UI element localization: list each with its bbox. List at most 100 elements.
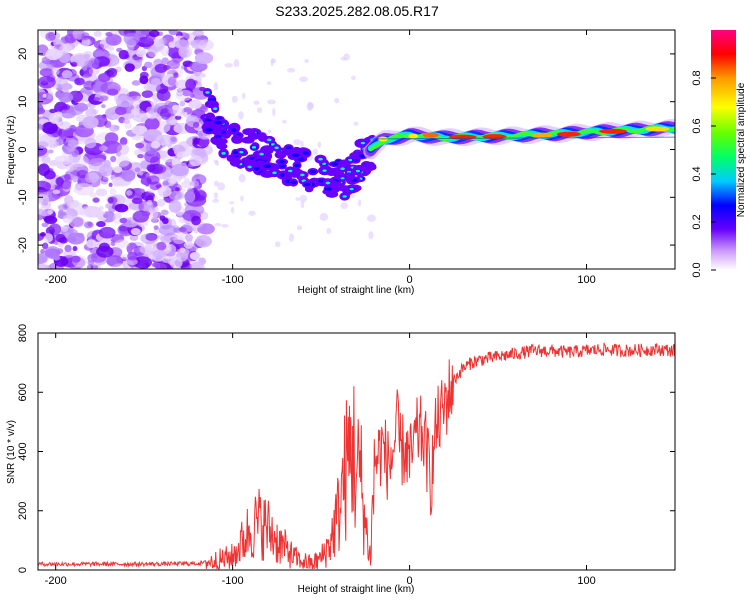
- noise-blob: [191, 61, 203, 72]
- noise-blob: [38, 180, 52, 193]
- noise-blob: [93, 30, 102, 37]
- ridge-band: [368, 125, 675, 152]
- speckle-blob: [289, 233, 295, 242]
- ridge-blob-mid: [330, 162, 339, 166]
- noise-blob: [106, 255, 124, 267]
- noise-blob: [86, 102, 93, 107]
- noise-blob: [98, 242, 110, 252]
- spectrogram-y-tick-label: 10: [17, 96, 29, 108]
- noise-blob: [176, 88, 183, 93]
- noise-blob: [126, 190, 133, 196]
- ridge-blob-outer: [211, 137, 226, 146]
- ridge-blob-core: [360, 141, 366, 145]
- noise-blob: [76, 232, 84, 238]
- ridge-blob-core: [247, 165, 252, 169]
- noise-blob: [60, 121, 72, 131]
- colorbar: 0.0 0.2 0.4 0.6 0.8 Normalized spectral ampl…: [691, 30, 747, 278]
- speckle-blob: [238, 111, 244, 120]
- noise-blob: [100, 81, 121, 95]
- noise-blob: [111, 113, 121, 120]
- speckle-blob: [214, 222, 222, 227]
- noise-blob: [158, 224, 177, 236]
- ridge-blob-core: [340, 167, 345, 171]
- speckle-blob: [270, 58, 274, 67]
- noise-blob: [167, 76, 177, 86]
- noise-blob: [127, 44, 135, 51]
- noise-blob: [85, 108, 97, 119]
- speckle-blob: [256, 107, 263, 113]
- speckle-blob: [213, 180, 219, 187]
- noise-blob: [174, 39, 190, 50]
- noise-blob: [54, 155, 71, 166]
- chart-title: S233.2025.282.08.05.R17: [275, 3, 439, 19]
- ridge-blob-outer: [231, 134, 243, 144]
- noise-blob: [145, 233, 158, 241]
- noise-blob: [51, 68, 60, 76]
- noise-blob: [87, 259, 95, 266]
- noise-blob: [185, 78, 197, 91]
- ridge-blob-core: [205, 91, 210, 94]
- speckle-blob: [300, 140, 304, 150]
- ridge-blob-core: [259, 152, 264, 156]
- noise-blob: [83, 221, 94, 229]
- snr-y-tick-label: 800: [17, 324, 29, 342]
- noise-blob: [124, 63, 135, 72]
- noise-blob: [55, 176, 64, 186]
- snr-x-tick-label: 0: [407, 575, 413, 587]
- noise-blob: [191, 215, 201, 226]
- noise-blob: [45, 48, 62, 61]
- noise-blob: [77, 179, 82, 184]
- noise-blob: [153, 195, 159, 201]
- noise-blob: [179, 100, 186, 107]
- ridge-blob-core: [318, 157, 323, 161]
- ridge-blob-mid: [303, 182, 311, 187]
- ridge-blob-outer: [242, 128, 256, 136]
- noise-blob: [98, 43, 105, 49]
- noise-blob: [194, 52, 214, 65]
- speckle-blob: [213, 81, 219, 91]
- noise-blob: [39, 232, 46, 237]
- noise-blob: [154, 63, 168, 73]
- ridge-blob-core: [349, 187, 354, 191]
- noise-blob: [41, 155, 51, 164]
- noise-blob: [69, 215, 86, 229]
- noise-blob: [60, 211, 67, 216]
- speckle-blob: [274, 241, 281, 248]
- speckle-blob: [272, 107, 276, 117]
- noise-blob: [76, 169, 89, 179]
- noise-blob: [45, 32, 56, 42]
- noise-blob: [115, 106, 127, 116]
- snr-y-axis: 0 200 400 600 800: [17, 324, 675, 573]
- noise-blob: [148, 30, 160, 38]
- noise-blob: [183, 111, 188, 116]
- noise-blob: [195, 235, 212, 248]
- speckle-blob: [351, 75, 356, 80]
- noise-blob: [185, 233, 193, 242]
- ridge-blob-mid: [302, 151, 310, 155]
- noise-blob: [107, 46, 115, 51]
- ridge-blob-mid: [263, 164, 272, 169]
- noise-blob: [194, 172, 200, 178]
- ridge-blob-core: [355, 169, 361, 173]
- ridge-blob-core: [274, 146, 279, 150]
- noise-blob: [81, 32, 90, 41]
- noise-blob: [66, 143, 77, 152]
- noise-blob: [83, 53, 91, 60]
- noise-blob: [128, 201, 144, 211]
- noise-blob: [116, 143, 130, 156]
- speckle-blob: [266, 81, 272, 85]
- speckle-blob: [340, 202, 348, 209]
- noise-blob: [43, 215, 58, 225]
- ridge-blob-core: [342, 195, 347, 198]
- noise-blob: [59, 43, 73, 54]
- ridge-blob-core: [221, 152, 226, 155]
- noise-blob: [114, 212, 122, 219]
- noise-blob: [42, 93, 47, 98]
- colorbar-tick-label: 0.6: [691, 118, 703, 133]
- noise-blob: [135, 142, 145, 149]
- noise-blob: [151, 206, 159, 213]
- noise-blob: [81, 66, 88, 71]
- ridge-blob-mid: [291, 153, 300, 157]
- ridge-hotspot: [599, 128, 628, 134]
- noise-blob: [144, 61, 153, 69]
